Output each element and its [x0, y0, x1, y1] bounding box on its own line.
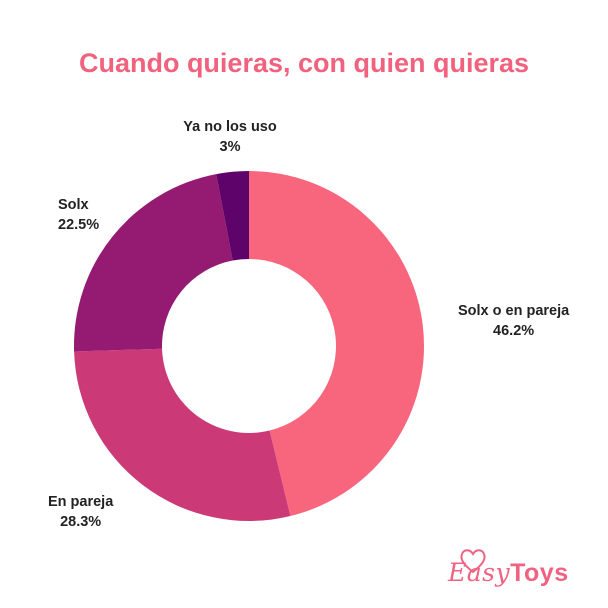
slice-name: En pareja	[48, 494, 114, 510]
slice-value: 22.5%	[58, 217, 100, 233]
easytoys-logo: EasyToys	[448, 558, 569, 588]
donut-slice-3	[216, 171, 249, 261]
slice-value: 3%	[219, 139, 241, 155]
logo-easy-text: Easy	[448, 558, 511, 587]
slice-label-solx-o-en-pareja: Solx o en pareja 46.2%	[458, 301, 569, 341]
slice-value: 46.2%	[493, 323, 535, 339]
donut-slice-2	[74, 174, 233, 352]
slice-name: Solx o en pareja	[458, 303, 570, 319]
chart-title: Cuando quieras, con quien quieras	[78, 48, 530, 78]
slice-name: Solx	[58, 197, 89, 213]
slice-label-en-pareja: En pareja 28.3%	[48, 492, 113, 532]
donut-slice-0	[249, 171, 425, 517]
slice-value: 28.3%	[60, 514, 102, 530]
slice-label-solx: Solx 22.5%	[58, 195, 99, 235]
logo-toys-text: Toys	[510, 559, 569, 587]
donut-slice-1	[74, 348, 291, 521]
slice-label-ya-no-los-uso: Ya no los uso 3%	[176, 117, 284, 157]
heart-logo-icon	[460, 549, 486, 574]
slice-name: Ya no los uso	[183, 119, 277, 135]
